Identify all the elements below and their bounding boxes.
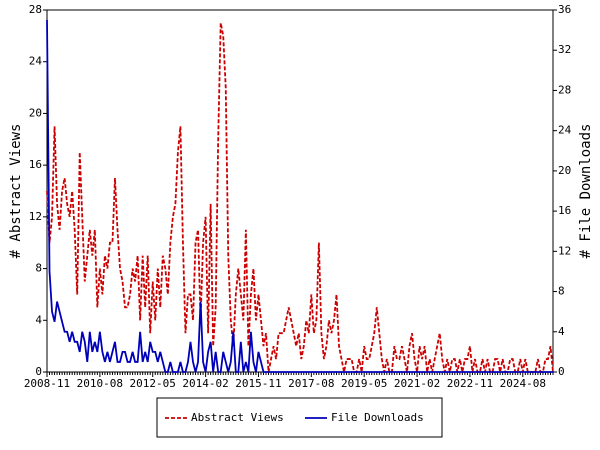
y-tick-label: 12 bbox=[29, 210, 42, 223]
y-tick-label: 0 bbox=[35, 365, 42, 378]
y2-tick-label: 12 bbox=[558, 244, 571, 257]
y-tick-label: 16 bbox=[29, 158, 42, 171]
y-tick-label: 8 bbox=[35, 262, 42, 275]
y2-tick-label: 36 bbox=[558, 3, 571, 16]
x-tick-label: 2012-05 bbox=[130, 377, 176, 390]
x-tick-label: 2022-11 bbox=[447, 377, 493, 390]
y2-tick-label: 4 bbox=[558, 325, 565, 338]
y-tick-label: 20 bbox=[29, 106, 42, 119]
y2-tick-label: 24 bbox=[558, 124, 572, 137]
y-tick-label: 4 bbox=[35, 313, 42, 326]
x-tick-label: 2017-08 bbox=[288, 377, 334, 390]
y-tick-label: 28 bbox=[29, 3, 42, 16]
y2-tick-label: 32 bbox=[558, 43, 571, 56]
x-tick-label: 2021-02 bbox=[394, 377, 440, 390]
plot-frame bbox=[46, 9, 554, 373]
series-line bbox=[46, 22, 554, 373]
legend-label: Abstract Views bbox=[191, 411, 284, 424]
legend-label: File Downloads bbox=[331, 411, 424, 424]
y2-axis-label: # File Downloads bbox=[578, 124, 594, 259]
x-tick-label: 2024-08 bbox=[500, 377, 546, 390]
y2-tick-label: 8 bbox=[558, 285, 565, 298]
legend-box bbox=[156, 397, 443, 438]
y-tick-label: 24 bbox=[29, 55, 43, 68]
y2-tick-label: 28 bbox=[558, 83, 571, 96]
y2-tick-label: 0 bbox=[558, 365, 565, 378]
y2-tick-label: 16 bbox=[558, 204, 571, 217]
x-tick-label: 2014-02 bbox=[182, 377, 228, 390]
x-tick-label: 2008-11 bbox=[24, 377, 70, 390]
x-tick-label: 2010-08 bbox=[77, 377, 123, 390]
series-line bbox=[46, 20, 553, 373]
y2-tick-label: 20 bbox=[558, 164, 571, 177]
x-tick-label: 2015-11 bbox=[235, 377, 281, 390]
y-axis-label: # Abstract Views bbox=[8, 124, 24, 259]
x-tick-label: 2019-05 bbox=[341, 377, 387, 390]
